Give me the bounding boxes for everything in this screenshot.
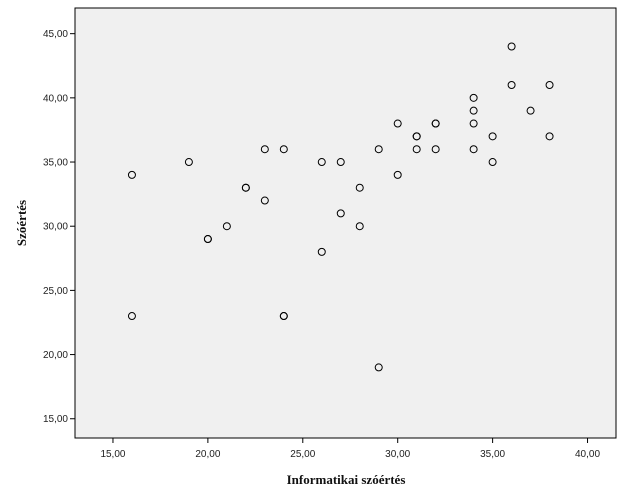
scatter-point [412,132,421,141]
scatter-point [127,170,136,179]
y-axis-title: Szóértés [14,200,29,246]
scatter-point [279,312,288,321]
scatter-point [184,158,193,167]
scatter-point [279,145,288,154]
scatter-point [355,183,364,192]
x-tick-label: 25,00 [290,449,315,460]
y-axis: 15,00 20,00 25,00 30,00 35,00 40,00 45,00 [43,29,75,425]
scatter-point [127,312,136,321]
scatter-point [336,158,345,167]
x-axis: 15,00 20,00 25,00 30,00 35,00 40,00 [100,438,600,460]
x-axis-title: Informatikai szóértés [287,472,406,487]
x-tick-label: 15,00 [100,449,125,460]
scatter-point [222,222,231,231]
x-tick-label: 40,00 [575,449,600,460]
y-tick-label: 30,00 [43,222,68,233]
scatter-point [545,132,554,141]
scatter-point [526,106,535,115]
scatter-point [317,158,326,167]
scatter-point [412,145,421,154]
scatter-point [507,42,516,51]
y-tick-label: 40,00 [43,93,68,104]
scatter-point [469,93,478,102]
scatter-point [469,119,478,128]
y-tick-label: 45,00 [43,29,68,40]
scatter-point [203,235,212,244]
scatter-point [260,196,269,205]
y-tick-label: 20,00 [43,350,68,361]
scatter-point [393,170,402,179]
scatter-point [374,145,383,154]
x-tick-label: 35,00 [480,449,505,460]
scatter-point [488,158,497,167]
x-tick-label: 20,00 [195,449,220,460]
plot-area [74,7,617,439]
scatter-point [507,81,516,90]
y-tick-label: 35,00 [43,158,68,169]
scatter-point [488,132,497,141]
scatter-point [336,209,345,218]
scatter-point [260,145,269,154]
scatter-point [431,145,440,154]
scatter-point [431,119,440,128]
data-points [127,42,554,372]
scatter-point [355,222,364,231]
scatter-point [374,363,383,372]
x-tick-label: 30,00 [385,449,410,460]
scatter-point [469,145,478,154]
scatter-point [393,119,402,128]
scatter-point [241,183,250,192]
y-tick-label: 25,00 [43,286,68,297]
scatter-point [545,81,554,90]
scatter-point [469,106,478,115]
y-tick-label: 15,00 [43,414,68,425]
scatter-point [317,247,326,256]
